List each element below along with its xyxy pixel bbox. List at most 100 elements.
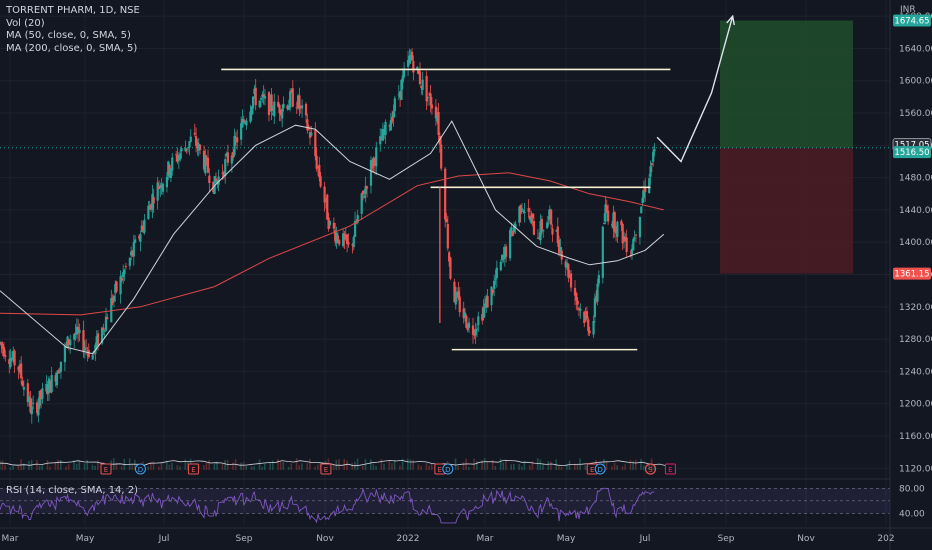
candle-body <box>518 206 521 223</box>
candle-body <box>159 185 162 188</box>
y-tick-label: 1240.00 <box>899 367 932 377</box>
candle-body <box>83 347 86 351</box>
candle-body <box>638 216 642 238</box>
candle-body <box>361 190 365 195</box>
candle-body <box>605 205 608 212</box>
candle-body <box>388 125 391 127</box>
candle-body <box>616 221 619 237</box>
volume-bar <box>9 466 12 470</box>
candle-body <box>45 383 48 392</box>
candle-body <box>304 103 308 116</box>
volume-bar <box>642 465 645 470</box>
candle-body <box>57 370 60 374</box>
candle-body <box>520 208 524 211</box>
volume-bar <box>147 466 149 470</box>
candle-body <box>510 227 513 233</box>
candle-body <box>493 280 496 289</box>
candle-body <box>640 206 643 214</box>
candle-body <box>26 383 29 402</box>
volume-bar <box>513 463 515 470</box>
candle-body <box>32 402 35 404</box>
candle-body <box>204 155 207 174</box>
candle-body <box>458 296 461 313</box>
ma200-legend[interactable]: MA (200, close, 0, SMA, 5) <box>6 42 138 54</box>
candle-body <box>306 119 309 131</box>
candle-body <box>114 284 117 293</box>
candle-body <box>221 172 224 174</box>
candle-body <box>230 155 233 164</box>
symbol-title[interactable]: TORRENT PHARM, 1D, NSE <box>6 5 140 16</box>
ma50-legend[interactable]: MA (50, close, 0, SMA, 5) <box>6 30 131 41</box>
volume-bar <box>232 462 234 470</box>
candle-body <box>588 330 591 334</box>
candle-body <box>73 334 76 340</box>
candle-body <box>397 94 400 96</box>
candle-body <box>384 121 387 136</box>
candle-body <box>316 167 320 169</box>
y-tick-label: 1280.00 <box>899 335 932 345</box>
volume-bar <box>574 463 576 470</box>
volume-bar <box>67 464 70 470</box>
volume-bar <box>240 462 242 470</box>
candle-body <box>119 276 122 295</box>
rsi-legend[interactable]: RSI (14, close, SMA, 14, 2) <box>6 485 139 496</box>
candle-body <box>120 278 123 281</box>
candle-body <box>347 242 350 245</box>
projection-path <box>656 15 734 163</box>
candle-body <box>63 345 67 363</box>
candle-body <box>21 381 24 387</box>
candle-body <box>13 350 16 366</box>
candle-body <box>546 222 549 229</box>
volume-bar <box>616 465 618 470</box>
candle-body <box>551 228 554 235</box>
volume-bar <box>134 459 136 470</box>
rsi-line <box>0 487 655 524</box>
rsi-tick-label: 80.00 <box>899 484 925 494</box>
candle-body <box>482 307 485 319</box>
event-label: D <box>597 466 602 474</box>
candle-body <box>380 138 383 141</box>
candle-body <box>222 171 226 177</box>
candle-body <box>149 204 153 210</box>
candle-body <box>383 132 386 134</box>
candle-body <box>346 234 349 244</box>
volume-bar <box>483 458 486 470</box>
candle-body <box>103 330 106 332</box>
volume-bar <box>393 459 396 470</box>
volume-bar <box>59 460 62 470</box>
volume-legend[interactable]: Vol (20) <box>6 17 45 29</box>
candle-body <box>593 298 596 318</box>
candle-body <box>18 364 21 373</box>
event-label: S <box>648 466 653 474</box>
volume-bar <box>653 466 656 470</box>
volume-bar <box>603 458 605 470</box>
volume-bar <box>528 465 531 470</box>
candle-body <box>234 137 237 139</box>
candle-body <box>483 303 487 309</box>
candle-body <box>486 295 489 308</box>
candle-body <box>96 333 100 347</box>
candle-body <box>369 160 373 186</box>
volume-bar <box>314 466 316 470</box>
candle-body <box>184 147 187 152</box>
volume-bar <box>22 463 25 470</box>
candle-body <box>542 230 545 232</box>
candle-body <box>402 69 406 77</box>
x-tick-label: Nov <box>316 534 334 544</box>
volume-bar <box>621 466 624 470</box>
volume-bar <box>518 464 520 470</box>
volume-bar <box>73 460 75 470</box>
volume-bar <box>271 460 274 470</box>
candle-body <box>491 289 494 293</box>
candle-body <box>462 308 465 319</box>
volume-bar <box>258 459 261 470</box>
candle-body <box>241 119 244 127</box>
volume-bar <box>494 465 497 470</box>
y-tick-label: 1200.00 <box>899 400 932 410</box>
candle-body <box>91 354 94 360</box>
candle-body <box>576 300 579 305</box>
candle-body <box>202 150 206 170</box>
candle-body <box>287 105 290 110</box>
price-label: 1674.65 <box>893 14 931 27</box>
